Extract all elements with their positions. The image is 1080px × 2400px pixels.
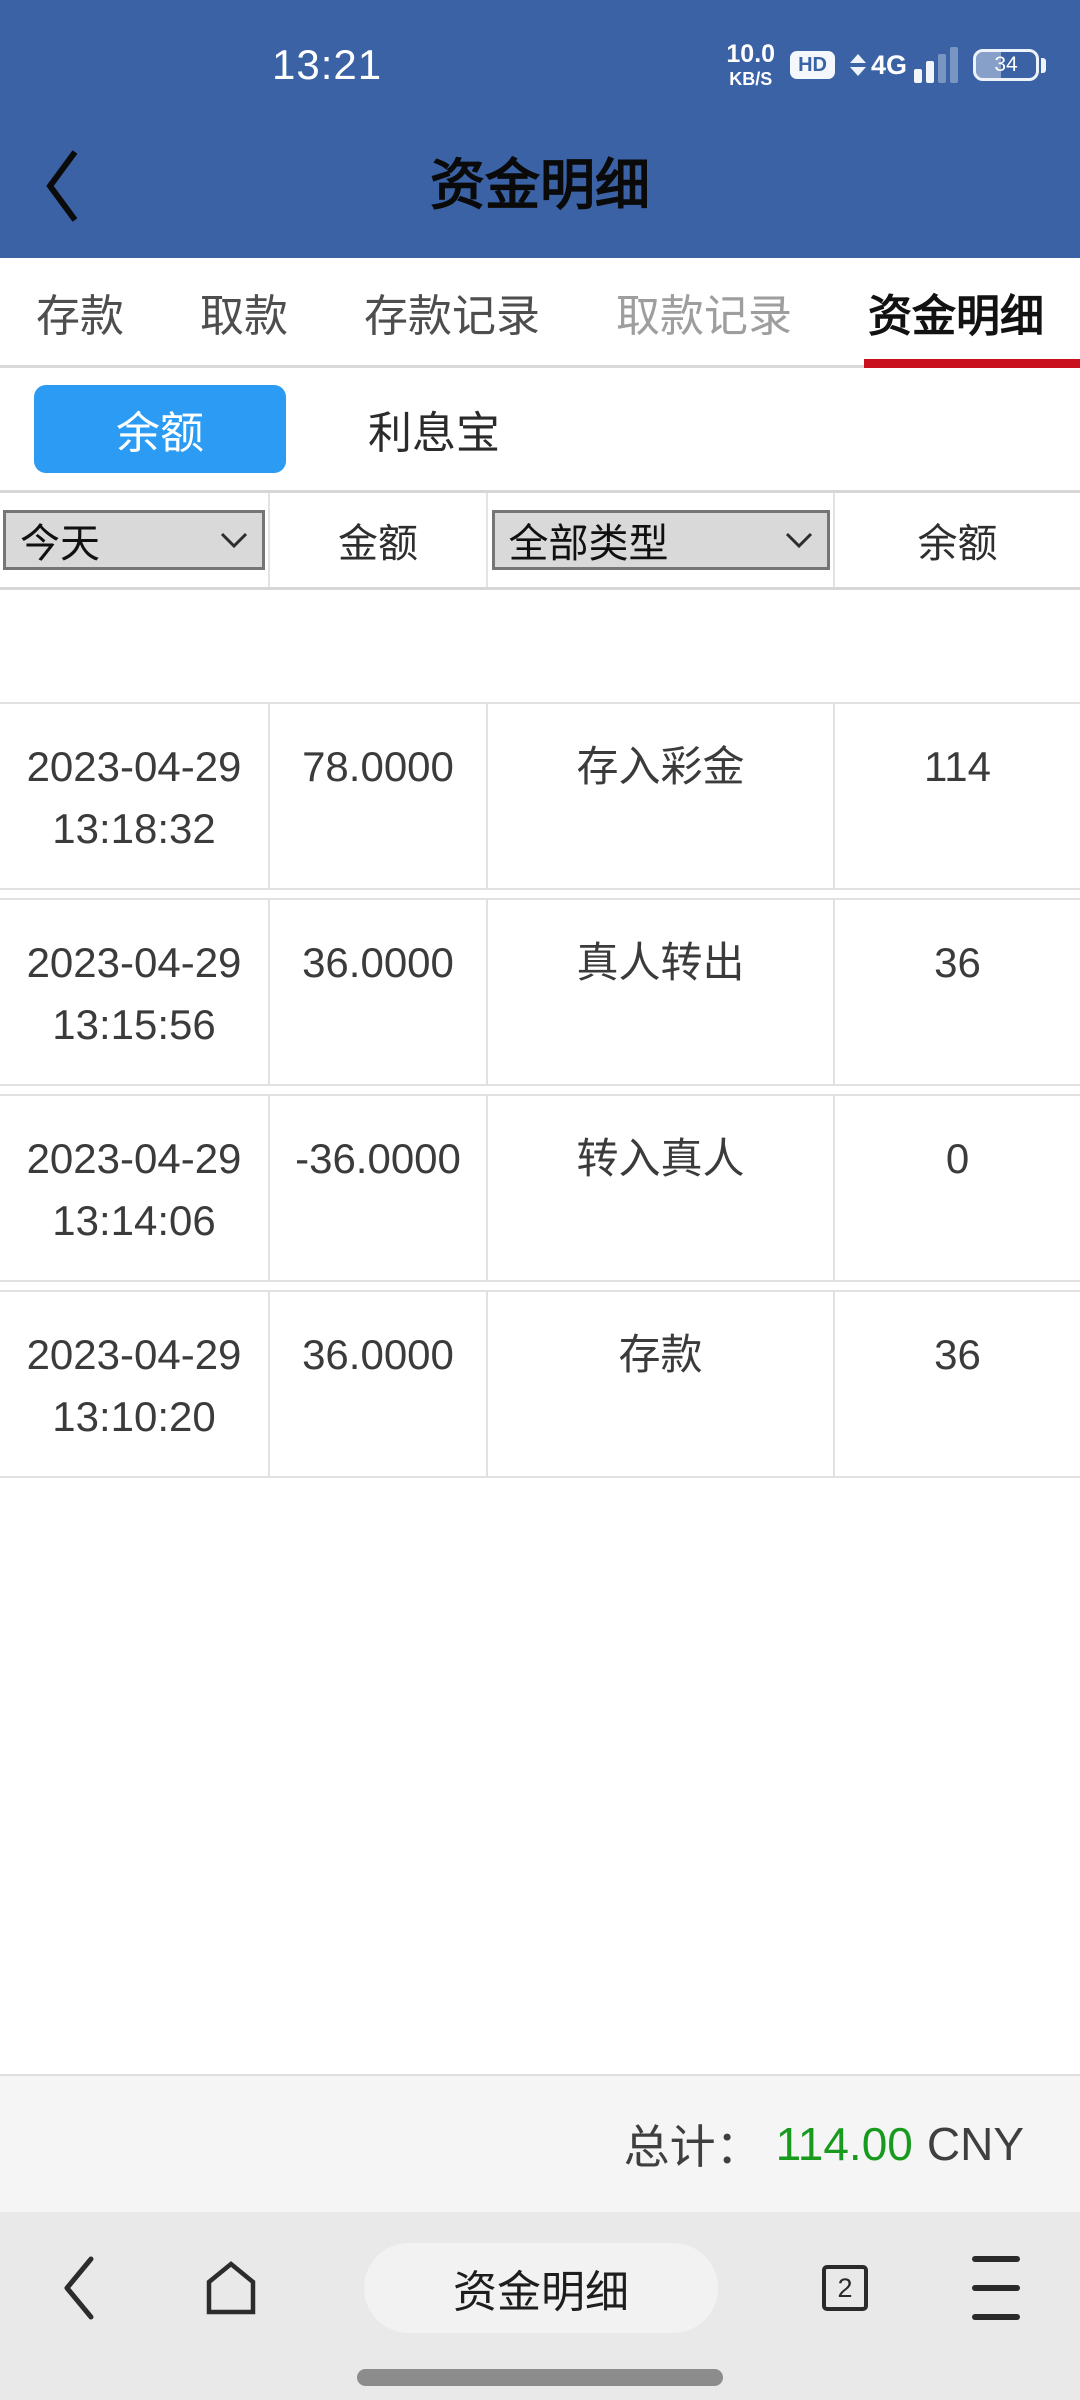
status-bar: 13:21 10.0 KB/S HD 4G <box>0 0 1080 118</box>
cell-balance: 36 <box>934 1331 981 1378</box>
signal-bar <box>926 61 934 83</box>
row-time: 13:14:06 <box>52 1197 216 1244</box>
filter-col-type: 全部类型 <box>488 493 835 587</box>
table-top-gap <box>0 590 1080 702</box>
empty-space <box>0 1486 1080 2074</box>
subtab-interest-tab[interactable]: 利息宝 <box>368 409 500 458</box>
row-time: 13:15:56 <box>52 1001 216 1048</box>
cell-amount: -36.0000 <box>270 1096 488 1280</box>
status-clock: 13:21 <box>272 41 383 88</box>
tab-funds-detail[interactable]: 资金明细 <box>868 291 1044 341</box>
app-header: 资金明细 <box>0 118 1080 258</box>
table-row: 2023-04-29 13:10:20 36.0000 存款 36 <box>0 1290 1080 1478</box>
filter-row: 今天 金额 全部类型 余额 <box>0 490 1080 590</box>
battery-body: 34 <box>973 49 1039 81</box>
battery-fill <box>976 52 1002 78</box>
tab-deposit-records[interactable]: 存款记录 <box>364 291 540 341</box>
system-nav-bar: 资金明细 2 <box>0 2212 1080 2400</box>
cellular-signal-group: 4G <box>849 47 958 83</box>
nav-recents-button[interactable]: 2 <box>822 2265 868 2311</box>
floating-window-title-pill[interactable]: 资金明细 <box>364 2243 718 2333</box>
upload-arrow-icon <box>849 54 866 63</box>
cell-datetime: 2023-04-29 13:14:06 <box>0 1096 270 1280</box>
signal-bar <box>938 54 946 83</box>
battery-icon: 34 <box>973 49 1046 81</box>
filter-col-amount: 金额 <box>270 493 488 587</box>
cell-balance: 0 <box>945 1135 970 1182</box>
back-button[interactable] <box>42 144 86 228</box>
cell-datetime: 2023-04-29 13:18:32 <box>0 704 270 888</box>
cell-amount: 36.0000 <box>270 1292 488 1476</box>
subtab-balance-button[interactable]: 余额 <box>34 385 286 473</box>
filter-col-date: 今天 <box>0 493 270 587</box>
chevron-down-icon <box>785 532 812 548</box>
back-chevron-icon <box>46 150 78 222</box>
signal-bar <box>950 47 958 83</box>
table-row: 2023-04-29 13:14:06 -36.0000 转入真人 0 <box>0 1094 1080 1282</box>
nav-menu-button[interactable] <box>972 2256 1020 2320</box>
filter-col-balance: 余额 <box>835 493 1080 587</box>
top-blue-block: 13:21 10.0 KB/S HD 4G <box>0 0 1080 258</box>
balance-column-header: 余额 <box>917 522 998 566</box>
download-arrow-icon <box>849 67 866 76</box>
row-date: 2023-04-29 <box>26 1135 242 1182</box>
cell-type: 存入彩金 <box>488 704 835 888</box>
tab-deposit[interactable]: 存款 <box>36 291 124 341</box>
sub-tab-bar: 余额 利息宝 <box>0 368 1080 490</box>
total-amount: 114.00 <box>775 2118 913 2170</box>
signal-bar <box>914 69 922 83</box>
data-activity-icon <box>849 54 866 76</box>
row-date: 2023-04-29 <box>26 939 242 986</box>
date-range-value: 今天 <box>20 522 100 566</box>
table-row: 2023-04-29 13:15:56 36.0000 真人转出 36 <box>0 898 1080 1086</box>
home-icon <box>206 2261 256 2315</box>
cell-datetime: 2023-04-29 13:10:20 <box>0 1292 270 1476</box>
cell-type: 转入真人 <box>488 1096 835 1280</box>
cell-type: 存款 <box>488 1292 835 1476</box>
nav-back-button[interactable] <box>60 2255 98 2321</box>
type-filter-select[interactable]: 全部类型 <box>491 510 830 570</box>
row-time: 13:18:32 <box>52 805 216 852</box>
menu-icon <box>972 2256 1020 2320</box>
signal-bars-icon <box>914 47 958 83</box>
cell-amount: 78.0000 <box>270 704 488 888</box>
status-icons: 10.0 KB/S HD 4G <box>726 42 1046 88</box>
cell-balance: 114 <box>924 743 991 790</box>
total-label: 总计： <box>623 2121 762 2173</box>
battery-level: 34 <box>994 53 1018 76</box>
recents-icon: 2 <box>822 2265 868 2311</box>
chevron-down-icon <box>220 532 248 548</box>
gesture-handle[interactable] <box>357 2369 723 2386</box>
active-tab-underline <box>864 359 1080 368</box>
tab-withdraw[interactable]: 取款 <box>200 291 288 341</box>
battery-nub <box>1041 57 1046 73</box>
network-speed-indicator: 10.0 KB/S <box>726 40 776 89</box>
amount-column-header: 金额 <box>338 522 418 566</box>
total-currency: CNY <box>926 2118 1024 2170</box>
cell-balance: 36 <box>934 939 981 986</box>
network-speed-value: 10.0 <box>726 40 776 68</box>
network-type-label: 4G <box>870 49 907 80</box>
row-date: 2023-04-29 <box>26 743 242 790</box>
table-row: 2023-04-29 13:18:32 78.0000 存入彩金 114 <box>0 702 1080 890</box>
main-tab-bar: 存款 取款 存款记录 取款记录 资金明细 <box>0 258 1080 368</box>
total-bar: 总计： 114.00 CNY <box>0 2074 1080 2212</box>
network-speed-unit: KB/S <box>729 69 773 89</box>
cell-amount: 36.0000 <box>270 900 488 1084</box>
date-range-select[interactable]: 今天 <box>3 510 265 570</box>
row-date: 2023-04-29 <box>26 1331 242 1378</box>
hd-volte-icon: HD <box>790 51 835 79</box>
page-title: 资金明细 <box>429 154 650 216</box>
nav-back-icon <box>64 2256 94 2320</box>
nav-home-button[interactable] <box>202 2259 260 2317</box>
cell-datetime: 2023-04-29 13:15:56 <box>0 900 270 1084</box>
cell-type: 真人转出 <box>488 900 835 1084</box>
type-filter-value: 全部类型 <box>508 522 669 566</box>
row-time: 13:10:20 <box>52 1393 216 1440</box>
tab-withdraw-records[interactable]: 取款记录 <box>616 291 792 341</box>
